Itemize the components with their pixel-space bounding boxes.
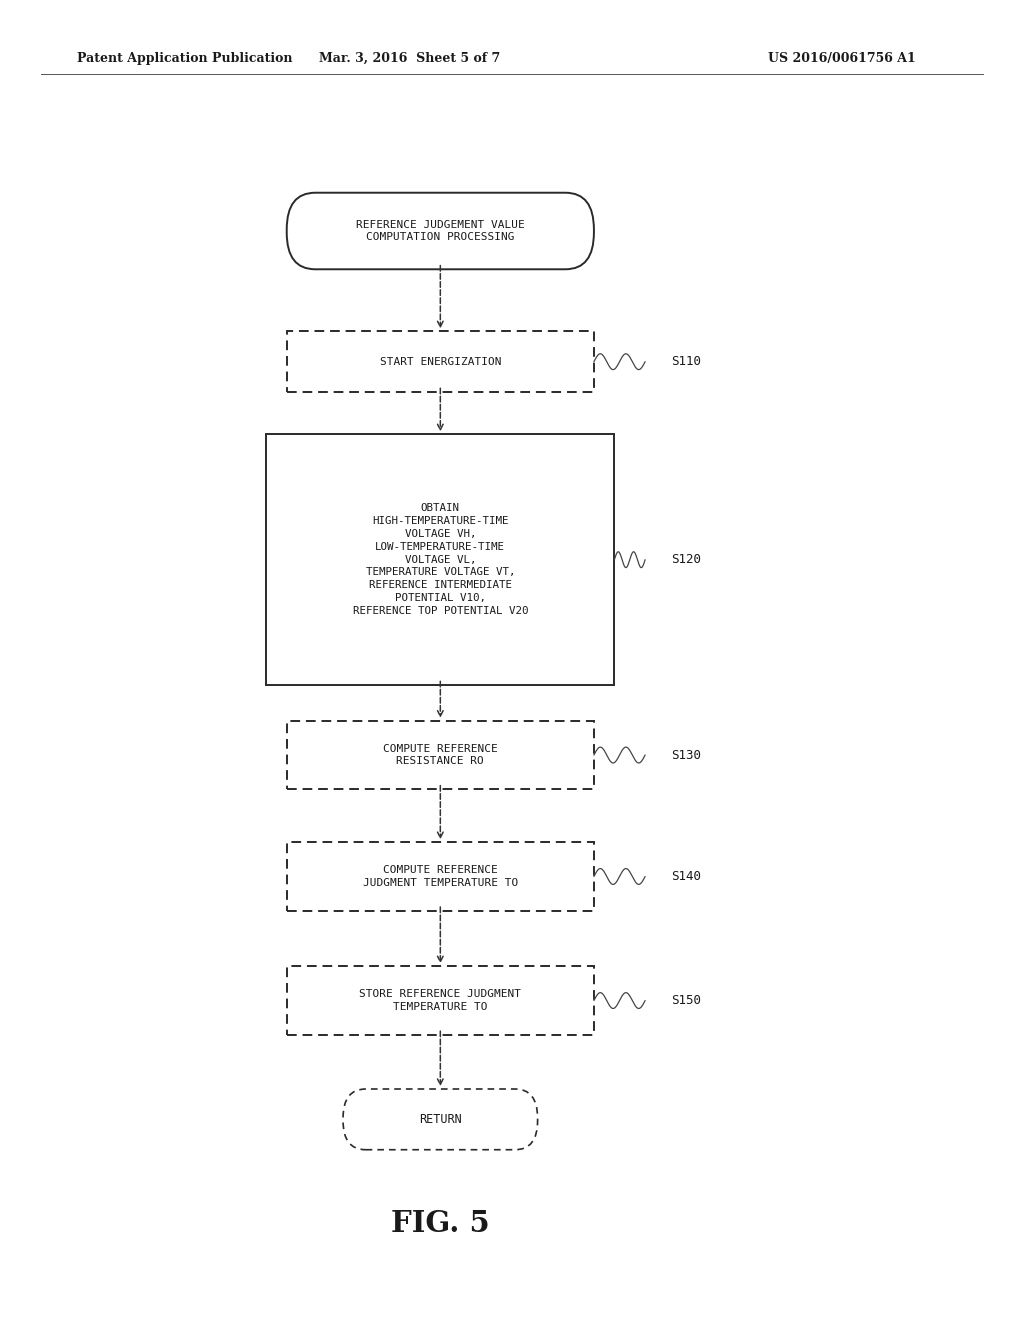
Bar — [266, 434, 614, 685]
Bar — [287, 842, 594, 911]
Text: STORE REFERENCE JUDGMENT
TEMPERATURE TO: STORE REFERENCE JUDGMENT TEMPERATURE TO — [359, 989, 521, 1012]
Bar — [287, 721, 594, 789]
Text: COMPUTE REFERENCE
JUDGMENT TEMPERATURE TO: COMPUTE REFERENCE JUDGMENT TEMPERATURE T… — [362, 865, 518, 888]
Text: S120: S120 — [671, 553, 700, 566]
FancyBboxPatch shape — [343, 1089, 538, 1150]
Text: RETURN: RETURN — [419, 1113, 462, 1126]
Text: OBTAIN
HIGH-TEMPERATURE-TIME
VOLTAGE VH,
LOW-TEMPERATURE-TIME
VOLTAGE VL,
TEMPER: OBTAIN HIGH-TEMPERATURE-TIME VOLTAGE VH,… — [352, 503, 528, 616]
Text: START ENERGIZATION: START ENERGIZATION — [380, 356, 501, 367]
Text: FIG. 5: FIG. 5 — [391, 1209, 489, 1238]
Bar — [287, 966, 594, 1035]
Bar — [287, 331, 594, 392]
Text: Patent Application Publication: Patent Application Publication — [77, 51, 292, 65]
Text: REFERENCE JUDGEMENT VALUE
COMPUTATION PROCESSING: REFERENCE JUDGEMENT VALUE COMPUTATION PR… — [356, 219, 524, 243]
Text: COMPUTE REFERENCE
RESISTANCE RO: COMPUTE REFERENCE RESISTANCE RO — [383, 743, 498, 767]
Text: US 2016/0061756 A1: US 2016/0061756 A1 — [768, 51, 915, 65]
Text: S130: S130 — [671, 748, 700, 762]
Text: Mar. 3, 2016  Sheet 5 of 7: Mar. 3, 2016 Sheet 5 of 7 — [318, 51, 501, 65]
FancyBboxPatch shape — [287, 193, 594, 269]
Text: S150: S150 — [671, 994, 700, 1007]
Text: S140: S140 — [671, 870, 700, 883]
Text: S110: S110 — [671, 355, 700, 368]
